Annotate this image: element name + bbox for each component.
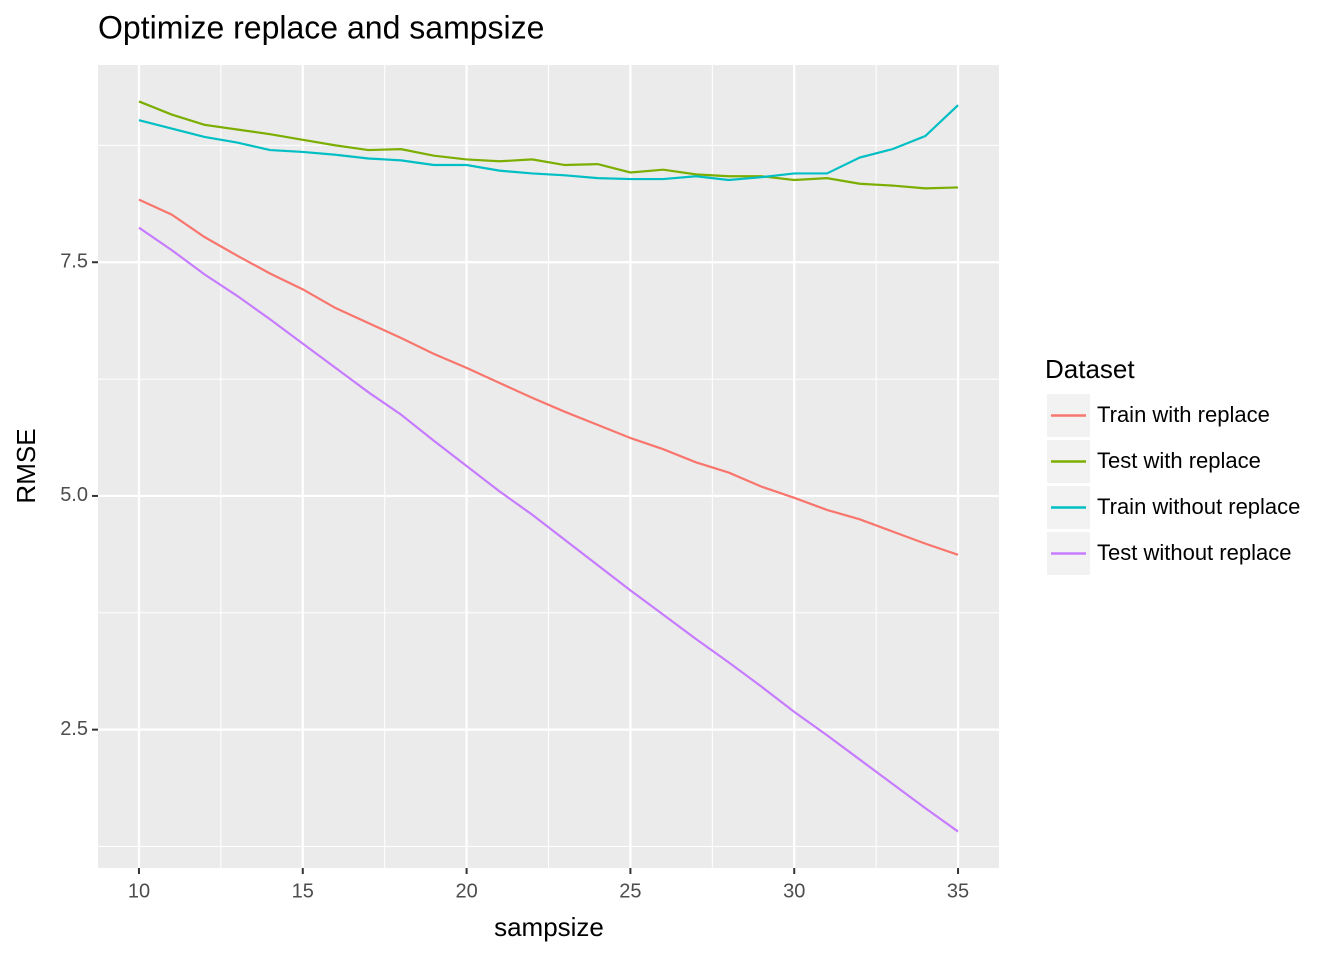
x-tick-label: 30: [783, 880, 805, 902]
series-line: [138, 198, 959, 556]
x-tick-label: 20: [455, 880, 477, 902]
x-tick-label: 10: [128, 880, 150, 902]
series-line: [138, 226, 959, 833]
series-line: [138, 100, 959, 190]
y-tick-label: 5.0: [60, 484, 88, 506]
legend-label: Test without replace: [1097, 540, 1291, 565]
series-line: [138, 104, 959, 182]
y-tick-label: 2.5: [60, 718, 88, 740]
x-tick-label: 25: [619, 880, 641, 902]
legend-label: Test with replace: [1097, 448, 1261, 473]
x-tick-label: 15: [292, 880, 314, 902]
legend-label: Train with replace: [1097, 402, 1270, 427]
y-tick-label: 7.5: [60, 251, 88, 273]
legend-label: Train without replace: [1097, 494, 1300, 519]
x-axis-title: sampsize: [494, 912, 604, 942]
y-axis-title: RMSE: [11, 428, 41, 503]
legend-title: Dataset: [1045, 354, 1135, 384]
x-tick-label: 35: [947, 880, 969, 902]
chart-title: Optimize replace and sampsize: [98, 9, 544, 45]
